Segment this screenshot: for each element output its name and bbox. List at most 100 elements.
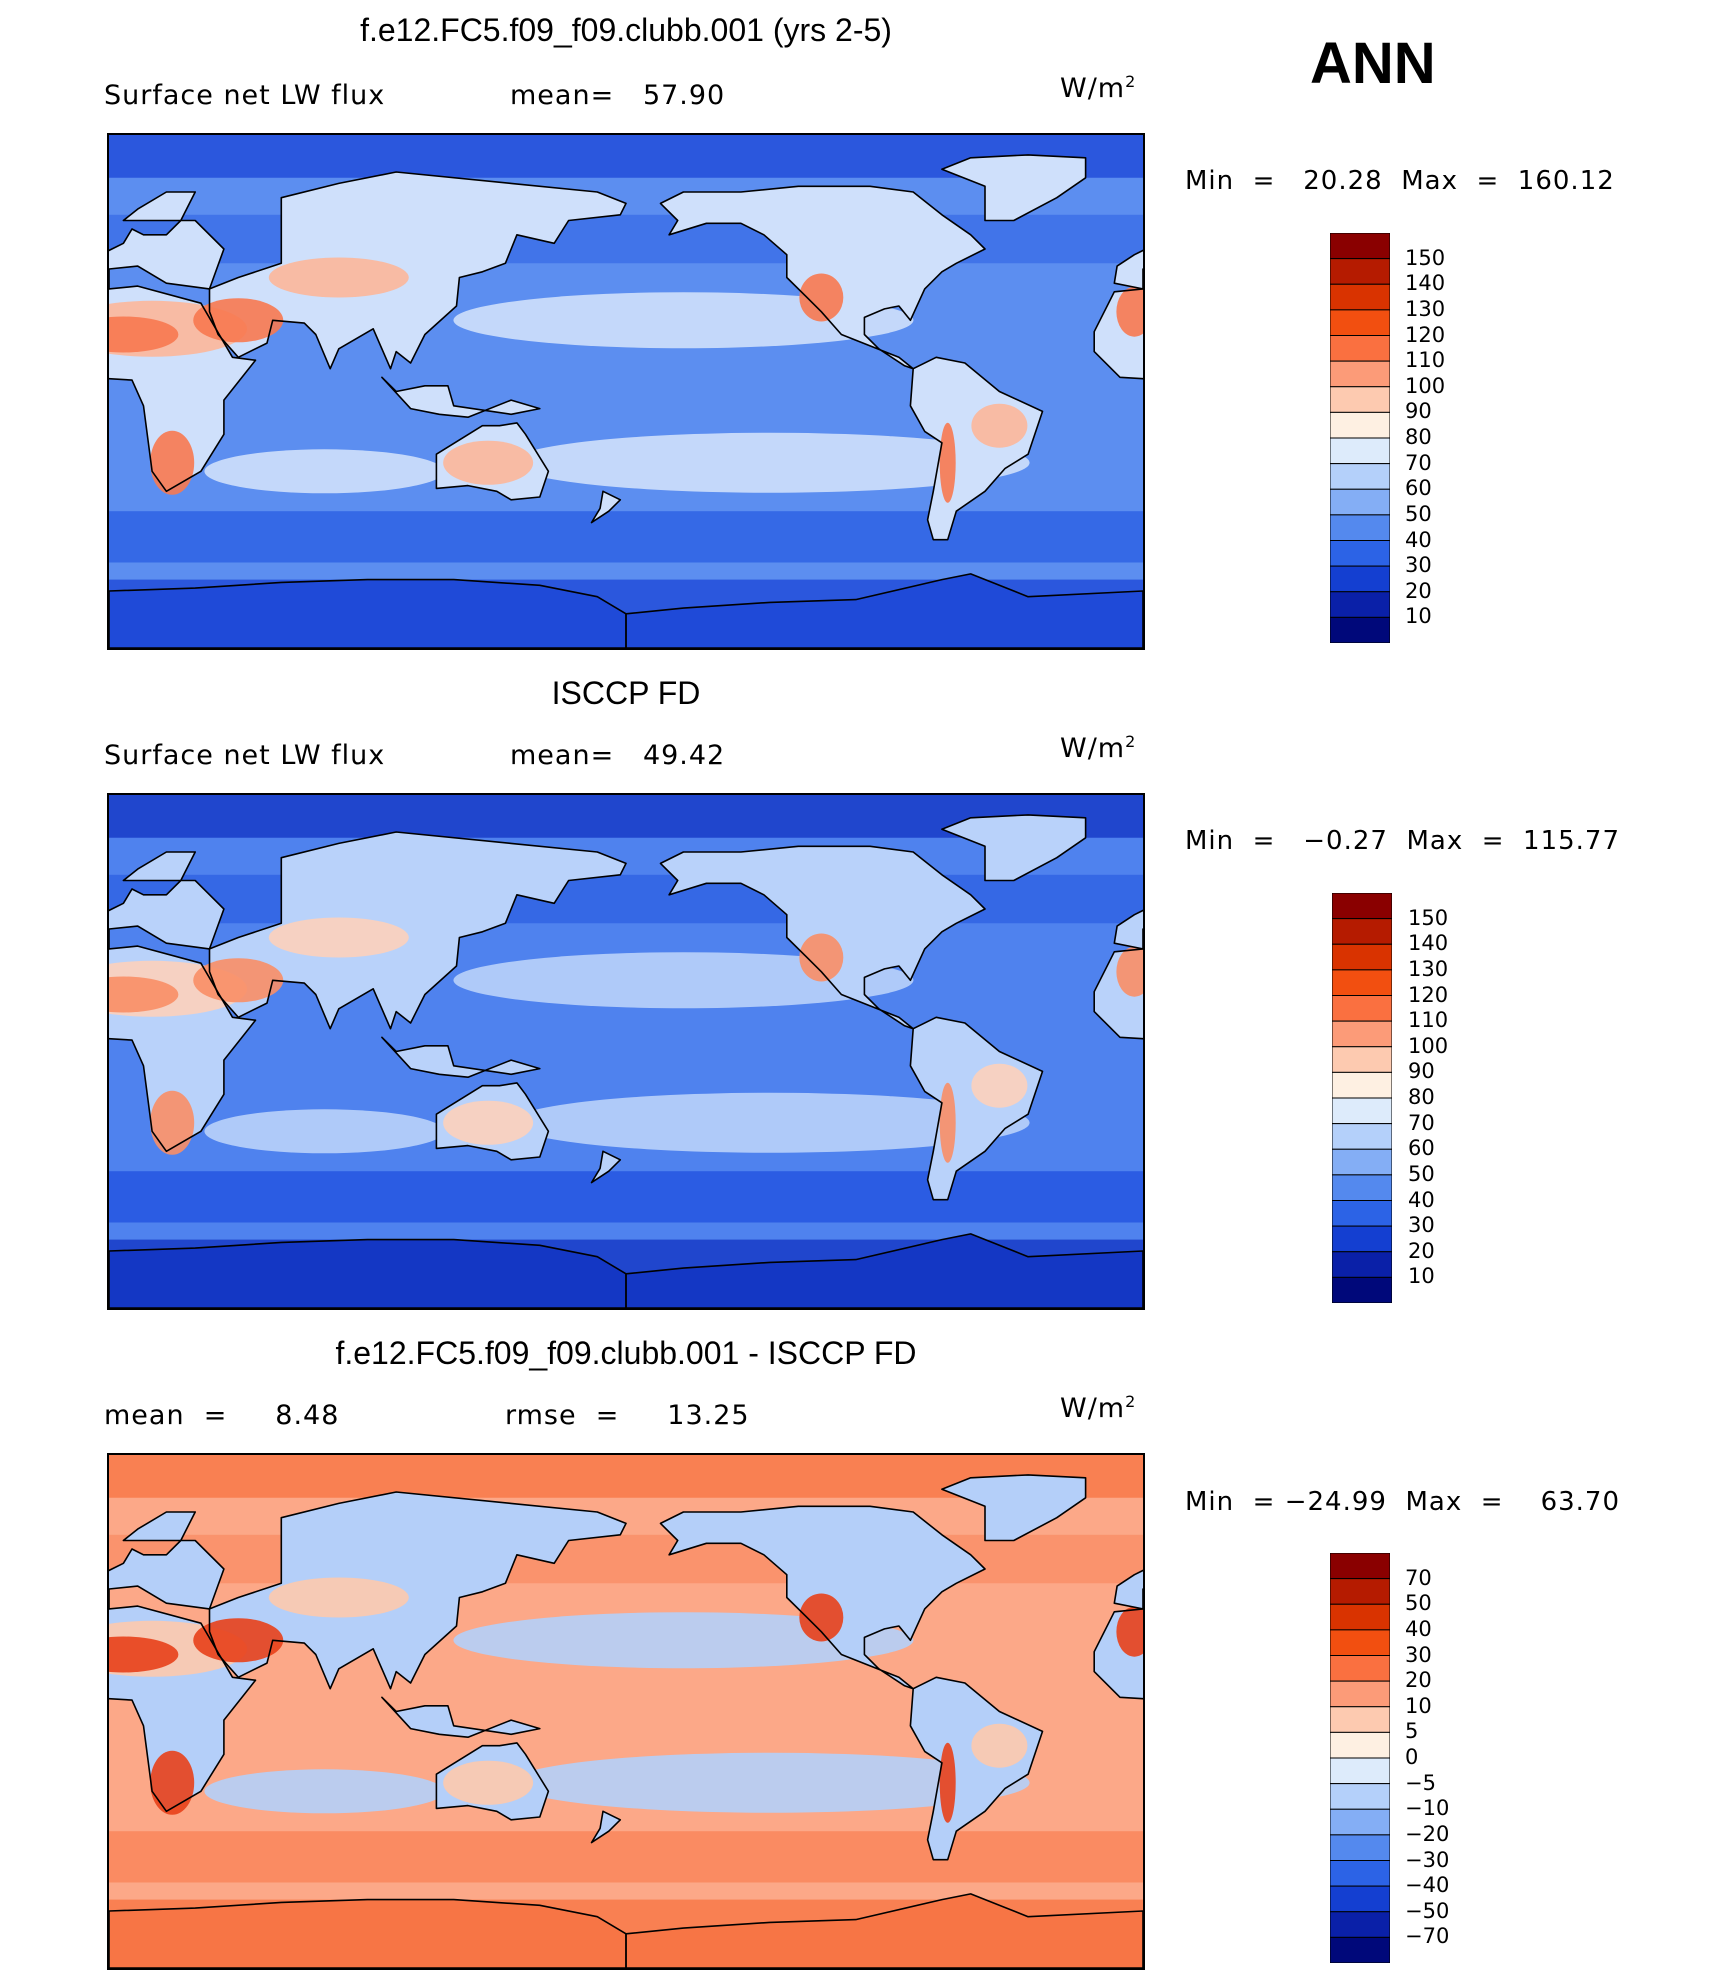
colorbar-model-swatches — [1329, 232, 1391, 644]
coastline-seasia — [381, 1696, 541, 1739]
colorbar-swatch — [1329, 437, 1391, 465]
coastline-samerica — [909, 1676, 1044, 1861]
colorbar-tick-label: 120 — [1405, 322, 1446, 347]
panel-title-model: f.e12.FC5.f09_f09.clubb.001 (yrs 2-5) — [360, 12, 892, 48]
land-antarctica — [109, 1899, 626, 1968]
colorbar-swatch — [1329, 1808, 1391, 1836]
colorbar-tick-label: 50 — [1408, 1161, 1435, 1186]
subtropic-band — [204, 1769, 445, 1814]
coastline-asia — [208, 831, 627, 1030]
colorbar-tick-label: 130 — [1408, 956, 1449, 981]
panel-minmax-diff: Min = −24.99 Max = 63.70 — [1185, 1487, 1621, 1517]
colorbar-swatch — [1329, 1834, 1391, 1861]
colorbar-swatch — [1331, 1200, 1393, 1227]
colorbar-swatch — [1331, 1276, 1393, 1304]
colorbar-tick-label: 120 — [1408, 982, 1449, 1007]
map-model — [57, 133, 1291, 650]
panel-minmax-model: Min = 20.28 Max = 160.12 — [1185, 166, 1615, 196]
land-hot-sw-usa — [799, 273, 844, 322]
colorbar-swatch — [1331, 1123, 1393, 1150]
colorbar-swatch — [1329, 411, 1391, 439]
panel-left-text-obs: Surface net LW flux — [104, 740, 386, 771]
land-hot-arabia — [193, 298, 284, 343]
colorbar-swatch — [1329, 591, 1391, 618]
colorbar-obs — [1331, 892, 1393, 1308]
colorbar-tick-label: −40 — [1405, 1873, 1450, 1898]
subtropic-band — [509, 1752, 1030, 1813]
coastline-seasia — [381, 376, 541, 419]
northern-band — [109, 1534, 1143, 1584]
colorbar-swatch — [1329, 1578, 1391, 1605]
colorbar-swatch — [1329, 283, 1391, 311]
colorbar-tick-label: 30 — [1405, 553, 1432, 578]
coastline-nz — [590, 1150, 622, 1184]
colorbar-swatch — [1329, 1757, 1391, 1785]
land-europe — [80, 192, 224, 289]
land-hot-andes — [939, 1742, 956, 1823]
colorbar-swatch — [1331, 1020, 1393, 1048]
coastline-asia — [208, 171, 627, 370]
land-warm-australia — [443, 440, 534, 485]
panel-units-obs: W/m2 — [1060, 732, 1137, 764]
land-warm-brazil — [971, 1063, 1028, 1108]
land-hot-kalahari — [150, 1750, 195, 1815]
land-hot-arabia — [193, 1618, 284, 1663]
colorbar-tick-label: 40 — [1408, 1187, 1435, 1212]
colorbar-tick-label: 100 — [1405, 373, 1446, 398]
colorbar-swatch — [1329, 1603, 1391, 1631]
colorbar-tick-label: 80 — [1408, 1085, 1435, 1109]
colorbar-swatch — [1331, 892, 1393, 920]
coastline-australia — [435, 1082, 550, 1161]
land-warm-australia — [443, 1760, 534, 1805]
coastline-africa — [59, 1605, 257, 1813]
panel-title-diff: f.e12.FC5.f09_f09.clubb.001 - ISCCP FD — [335, 1335, 917, 1371]
colorbar-swatch — [1329, 1706, 1391, 1733]
subtropic-band — [453, 952, 914, 1009]
northern-band — [109, 874, 1143, 924]
colorbar-tick-label: 20 — [1405, 1668, 1432, 1693]
coastline-samerica — [909, 356, 1044, 541]
colorbar-tick-label: −5 — [1405, 1770, 1436, 1795]
colorbar-obs-swatches — [1331, 892, 1393, 1304]
land-hot-andes — [939, 422, 956, 503]
land-antarctica2 — [626, 1893, 1143, 1968]
land-warm-centralasia — [268, 257, 409, 298]
panel-units-diff: W/m2 — [1060, 1392, 1137, 1424]
coastline-africa — [59, 945, 257, 1153]
colorbar-swatch — [1331, 1097, 1393, 1125]
colorbar-tick-label: 0 — [1405, 1745, 1419, 1769]
colorbar-tick-label: 40 — [1405, 1616, 1432, 1641]
colorbar-swatch — [1329, 360, 1391, 388]
colorbar-tick-label: 80 — [1405, 425, 1432, 449]
colorbar-swatch — [1331, 1251, 1393, 1278]
coastline-namerica — [659, 1505, 986, 1690]
season-label: ANN — [1310, 31, 1436, 96]
coastline-namerica — [659, 845, 986, 1030]
colorbar-swatch — [1331, 995, 1393, 1022]
colorbar-tick-label: 150 — [1405, 245, 1446, 270]
colorbar-tick-label: 30 — [1405, 1642, 1432, 1667]
colorbar-tick-label: 130 — [1405, 296, 1446, 321]
northern-band — [109, 214, 1143, 264]
colorbar-model — [1329, 232, 1391, 648]
subtropic-band — [453, 1612, 914, 1669]
coastline-greenland — [941, 814, 1087, 882]
colorbar-tick-label: −10 — [1405, 1796, 1450, 1821]
colorbar-tick-label: 10 — [1408, 1264, 1435, 1289]
colorbar-tick-label: 100 — [1408, 1033, 1449, 1058]
land-greenland — [941, 154, 1086, 221]
colorbar-swatch — [1329, 1680, 1391, 1708]
colorbar-tick-label: 90 — [1405, 399, 1432, 424]
colorbar-swatch — [1329, 616, 1391, 644]
colorbar-tick-label: −70 — [1405, 1924, 1450, 1949]
map-obs-canvas — [57, 795, 1291, 1309]
colorbar-tick-label: 70 — [1405, 1565, 1432, 1590]
colorbar-tick-label: 110 — [1408, 1008, 1449, 1033]
colorbar-tick-label: 50 — [1405, 501, 1432, 526]
subtropic-band — [509, 432, 1030, 493]
colorbar-swatch — [1331, 943, 1393, 971]
southern-band — [109, 1831, 1143, 1883]
land-europe — [80, 1512, 224, 1609]
land-asia — [209, 832, 626, 1029]
map-diff-canvas — [57, 1455, 1291, 1969]
